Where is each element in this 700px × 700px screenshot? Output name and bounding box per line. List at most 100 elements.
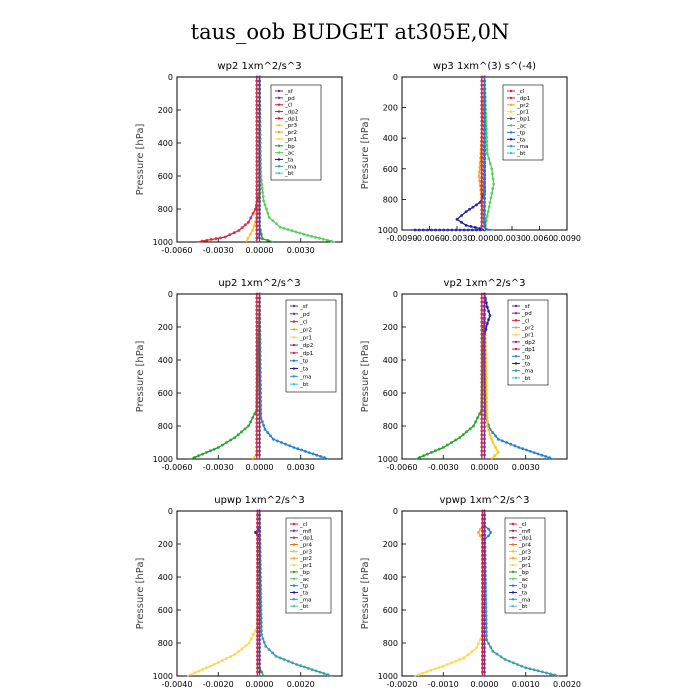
series-point — [480, 168, 484, 172]
series-point — [480, 212, 484, 216]
series-point — [480, 123, 484, 127]
series-point — [258, 533, 261, 537]
series-point — [240, 647, 244, 651]
series-point — [488, 162, 492, 166]
series-point — [255, 232, 259, 236]
series-point — [255, 156, 259, 159]
series-point — [258, 610, 261, 614]
series-point — [251, 229, 255, 232]
series-point — [433, 667, 437, 671]
series-point — [474, 646, 478, 650]
series-point — [258, 344, 261, 348]
series-point — [258, 75, 261, 79]
legend-marker — [514, 376, 518, 380]
legend-label: _pr2 — [299, 327, 312, 333]
series-point — [488, 201, 492, 204]
legend-marker — [511, 598, 515, 601]
legend-marker — [511, 550, 515, 553]
series-point — [255, 300, 259, 304]
series-point — [311, 452, 315, 456]
legend-label: _pd — [299, 312, 310, 318]
series-point — [491, 187, 495, 191]
series-point — [258, 176, 261, 180]
legend-marker — [511, 584, 515, 587]
legend-marker — [292, 543, 296, 546]
series-point — [258, 99, 261, 103]
series-point — [258, 160, 261, 163]
y-tick-label: 1000 — [153, 455, 173, 464]
series-point — [314, 669, 318, 673]
legend-marker — [292, 584, 296, 587]
series-point — [255, 208, 259, 212]
legend-label: _tp — [299, 584, 309, 590]
legend-label: _tp — [299, 359, 309, 365]
legend-label: _sf — [284, 89, 294, 95]
series-point — [483, 541, 486, 545]
series-point — [483, 91, 486, 95]
legend-marker — [277, 110, 281, 113]
series-point — [258, 135, 261, 139]
series-point — [490, 172, 494, 176]
series-point — [483, 614, 486, 618]
series-point — [236, 650, 240, 654]
series-point — [247, 641, 251, 645]
series-point — [474, 228, 478, 232]
legend-marker — [509, 138, 513, 141]
series-point — [278, 225, 282, 229]
series-point — [476, 416, 480, 420]
series-point — [488, 313, 492, 317]
series-point — [474, 420, 478, 424]
legend-marker — [292, 320, 296, 323]
series-point — [258, 192, 261, 196]
series-point — [275, 222, 278, 226]
series-point — [483, 646, 486, 650]
series-point — [480, 172, 484, 176]
series-point — [258, 127, 261, 131]
series-point — [258, 421, 261, 425]
series-point — [255, 127, 259, 131]
series-point — [255, 417, 259, 421]
legend-marker — [511, 563, 515, 567]
x-tick-label: 0.0000 — [246, 680, 274, 689]
series-point — [476, 642, 480, 646]
series-point — [258, 139, 261, 143]
series-point — [489, 196, 493, 200]
legend-marker — [292, 550, 296, 553]
legend-label: _pr4 — [518, 543, 532, 549]
legend-label: _ta — [518, 590, 527, 596]
series-point — [258, 513, 261, 517]
legend-marker — [514, 311, 518, 315]
series-point — [243, 427, 247, 431]
series-point — [485, 408, 489, 412]
series-point — [258, 364, 261, 368]
series-point — [258, 91, 261, 95]
legend-label: _ma — [521, 369, 533, 375]
legend-label: _sf — [521, 304, 531, 310]
legend-marker — [277, 89, 281, 93]
series-point — [483, 193, 486, 196]
series-point — [290, 229, 294, 233]
series-point — [255, 352, 259, 356]
series-point — [413, 228, 417, 232]
legend-marker — [292, 328, 296, 331]
series-point — [255, 413, 259, 417]
series-point — [425, 670, 429, 674]
series-point — [322, 456, 326, 460]
series-point — [483, 509, 486, 513]
series-point — [258, 590, 261, 593]
series-point — [477, 170, 481, 174]
series-point — [483, 521, 486, 525]
x-tick-label: 0.0020 — [553, 680, 581, 689]
series-point — [480, 184, 484, 188]
series-point — [480, 131, 484, 135]
series-point — [255, 131, 259, 135]
series-point — [255, 385, 259, 389]
series-point — [258, 131, 261, 135]
series-point — [465, 430, 469, 434]
series-point — [483, 336, 486, 340]
series-point — [480, 348, 484, 352]
series-point — [243, 223, 247, 227]
series-point — [300, 448, 303, 452]
series-point — [437, 666, 441, 669]
series-point — [258, 152, 261, 155]
